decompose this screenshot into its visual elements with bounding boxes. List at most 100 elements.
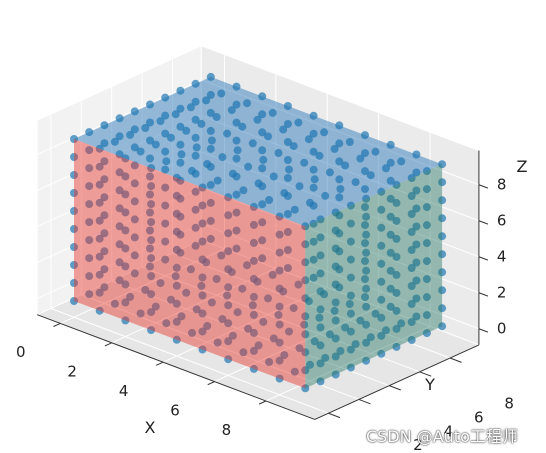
data-point (422, 221, 431, 230)
data-point (206, 90, 215, 99)
y-tick (358, 398, 371, 405)
data-point (321, 191, 330, 200)
data-point (115, 204, 124, 213)
data-point (377, 205, 386, 214)
data-point (121, 208, 130, 217)
data-point (301, 366, 310, 375)
data-point (306, 360, 314, 369)
data-point (191, 97, 200, 106)
data-point (438, 196, 447, 205)
data-point (331, 262, 340, 271)
data-point (331, 226, 340, 235)
data-point (147, 200, 156, 209)
data-point (346, 327, 355, 336)
data-point (331, 334, 340, 343)
data-point (172, 281, 181, 290)
data-point (407, 282, 416, 290)
data-point (147, 164, 156, 173)
data-point (100, 265, 109, 274)
data-point (382, 164, 390, 173)
data-point (233, 146, 242, 155)
data-point (392, 342, 401, 351)
data-point (386, 158, 395, 167)
data-point (100, 193, 109, 202)
data-point (232, 82, 241, 91)
data-point (325, 168, 334, 177)
data-point (70, 153, 78, 161)
data-point (161, 201, 170, 210)
data-point (265, 358, 274, 366)
data-point (197, 119, 206, 128)
data-point (283, 246, 292, 254)
data-point (70, 207, 78, 215)
data-point (407, 228, 416, 236)
data-point (265, 196, 274, 204)
data-point (362, 248, 371, 257)
cube-face (305, 164, 443, 389)
data-point (207, 298, 216, 307)
data-point (224, 337, 233, 346)
data-point (198, 201, 207, 210)
data-point (223, 129, 232, 138)
grid-line (214, 306, 379, 383)
data-point (301, 258, 310, 267)
data-point (176, 158, 185, 167)
data-point (172, 335, 181, 344)
data-point (275, 356, 284, 365)
data-point (371, 309, 380, 318)
data-point (336, 185, 345, 193)
data-point (275, 230, 284, 239)
data-point (438, 160, 447, 169)
data-point (392, 216, 401, 225)
data-point (295, 344, 304, 353)
data-point (386, 140, 395, 149)
data-point (70, 135, 78, 143)
data-point (121, 190, 130, 199)
data-point (341, 323, 350, 332)
x-tick (156, 361, 164, 366)
data-point (224, 247, 233, 256)
data-point (309, 183, 318, 192)
x-tick (258, 400, 267, 405)
data-point (335, 157, 344, 166)
data-point (121, 280, 130, 289)
y-tick (389, 385, 401, 391)
data-point (162, 319, 171, 328)
data-point (248, 301, 257, 310)
data-point (161, 255, 170, 264)
data-point (162, 157, 171, 166)
z-tick-label: 8 (497, 176, 507, 194)
data-point (320, 128, 329, 137)
data-point (121, 244, 130, 253)
data-point (438, 214, 447, 223)
data-point (156, 117, 165, 126)
data-point (228, 331, 237, 340)
data-point (412, 240, 421, 249)
data-point (407, 174, 416, 182)
y-tick (419, 371, 432, 377)
data-point (232, 118, 241, 127)
grid-line (50, 308, 329, 414)
data-point (392, 234, 401, 243)
data-point (386, 266, 395, 275)
data-point (188, 166, 196, 175)
grid-line (81, 294, 360, 400)
data-point (295, 182, 304, 191)
data-point (176, 140, 185, 149)
data-point (366, 333, 375, 342)
x-tick-label: 0 (16, 343, 26, 361)
data-point (283, 120, 292, 128)
data-point (249, 346, 258, 355)
data-point (85, 164, 94, 173)
data-point (336, 347, 345, 355)
data-point (146, 136, 154, 145)
data-point (258, 128, 267, 137)
data-point (85, 236, 94, 245)
data-point (191, 187, 200, 196)
data-point (346, 309, 355, 318)
data-point (156, 279, 165, 288)
data-point (100, 283, 109, 292)
data-point (224, 193, 233, 202)
data-point (100, 139, 109, 148)
data-point (392, 324, 401, 333)
